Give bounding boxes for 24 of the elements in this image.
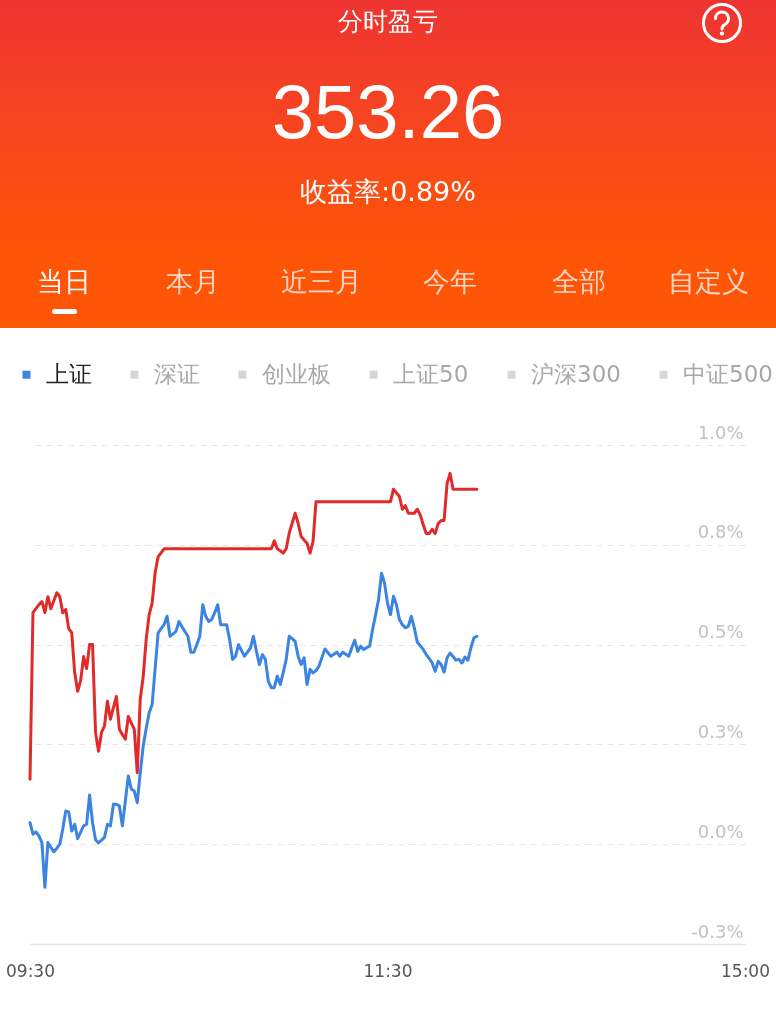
x-tick-label: 11:30 [363,960,413,981]
y-tick-label: -0.3% [691,920,744,942]
legend-label: 上证 [46,360,92,387]
text: 今年 [423,265,478,299]
y-tick-label: 0.8% [697,521,744,543]
text: 近三月 [281,265,363,299]
legend-label: 创业板 [262,360,331,387]
y-tick-label: 1.0% [697,421,744,443]
chart-title: 分时盈亏 [337,6,439,38]
text: 自定义 [667,265,749,299]
x-tick-label: 15:00 [721,960,770,981]
chart-subtitle: 353.26 [270,69,506,154]
legend-label: 中证500 [683,360,773,387]
text: 全部 [552,265,607,299]
x-tick-label: 09:30 [6,960,55,981]
text: 当日 [37,265,91,299]
legend-label: 深证 [154,360,200,387]
legend-label: 上证50 [393,360,469,387]
text: 收益率:0.89% [299,175,477,209]
y-tick-label: 0.5% [697,621,744,643]
y-tick-label: 0.0% [697,820,744,842]
legend-label: 沪深300 [531,360,621,387]
y-tick-label: 0.3% [697,720,744,742]
text: 本月 [165,265,220,299]
